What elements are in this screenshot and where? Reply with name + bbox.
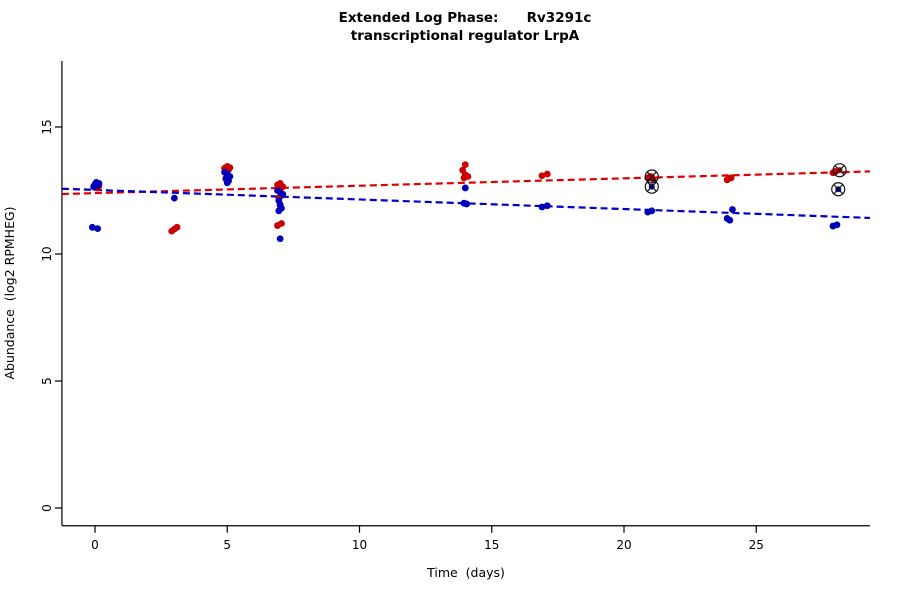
red-data-point — [538, 172, 546, 180]
blue-data-point — [275, 207, 283, 215]
blue-data-point — [726, 216, 734, 224]
trend-lines — [61, 170, 871, 220]
x-tick-label: 0 — [91, 538, 99, 552]
blue-data-point — [279, 190, 287, 198]
x-marker-stroke — [833, 184, 844, 195]
circle-marker — [832, 163, 847, 178]
blue-data-point — [538, 203, 546, 211]
chart-title: Extended Log Phase: Rv3291c — [339, 10, 592, 26]
red-data-point — [278, 220, 285, 227]
x-marker-stroke — [646, 181, 657, 192]
blue-data-point — [88, 223, 96, 231]
blue-data-point — [543, 202, 551, 210]
x-axis-label: Time (days) — [426, 565, 505, 580]
blue-data-point — [729, 206, 736, 213]
circled-points — [644, 163, 847, 197]
blue-data-point — [648, 207, 656, 215]
circle-marker — [644, 169, 659, 184]
y-tick-label: 5 — [40, 377, 54, 385]
chart-subtitle: transcriptional regulator LrpA — [351, 28, 580, 44]
blue-data-point — [95, 179, 103, 187]
y-tick-label: 15 — [40, 119, 54, 134]
blue-data-point — [94, 225, 102, 233]
blue-data-point — [223, 179, 231, 187]
red-data-point — [543, 170, 551, 178]
x-marker-stroke — [834, 165, 845, 176]
blue-trend-line — [61, 187, 871, 220]
x-marker-stroke — [646, 171, 657, 182]
data-points — [88, 161, 841, 243]
y-tick-label: 10 — [40, 246, 54, 261]
blue-data-point — [463, 200, 471, 208]
red-trend-line — [61, 170, 871, 196]
blue-data-point — [276, 235, 284, 243]
blue-data-point — [833, 221, 841, 229]
red-data-point — [461, 161, 469, 168]
y-tick-label: 0 — [40, 504, 54, 512]
red-data-point — [460, 174, 468, 182]
red-data-point — [173, 223, 181, 231]
x-tick-label: 20 — [616, 538, 631, 552]
x-tick-label: 10 — [352, 538, 367, 552]
circle-marker — [644, 179, 659, 194]
x-tick-label: 15 — [484, 538, 499, 552]
red-data-point — [727, 174, 735, 182]
blue-data-point — [170, 194, 178, 202]
x-tick-label: 5 — [223, 538, 231, 552]
y-axis-label: Abundance (log2 RPMHEG) — [2, 206, 17, 379]
circle-marker — [831, 182, 846, 197]
blue-data-point — [90, 183, 98, 191]
blue-data-point — [461, 184, 469, 192]
axes: 0 5 10 15 20 25 0 5 10 15 — [40, 60, 870, 552]
x-tick-label: 25 — [749, 538, 764, 552]
